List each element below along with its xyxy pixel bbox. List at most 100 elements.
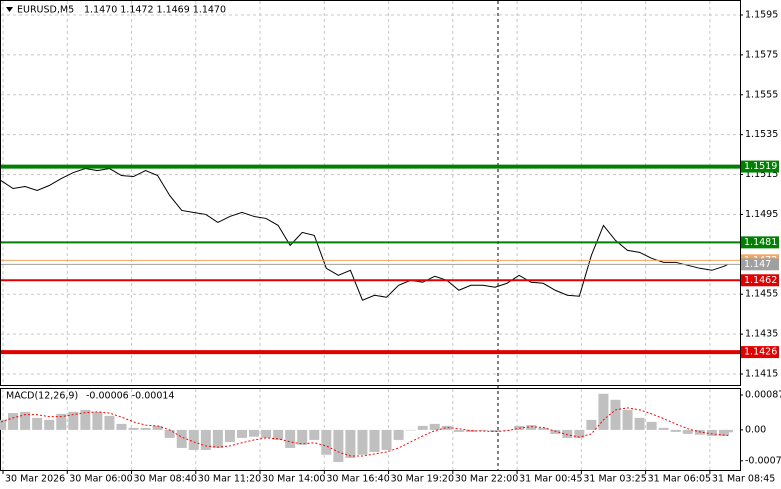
histogram-bar <box>333 429 344 462</box>
price-pane <box>0 0 741 386</box>
histogram-bar <box>188 429 199 450</box>
x-tick-label: 30 Mar 16:40 <box>326 474 389 485</box>
histogram-bar <box>104 415 115 430</box>
histogram-bar <box>212 429 223 448</box>
histogram-bar <box>128 427 139 430</box>
level-label-bg <box>741 274 779 287</box>
x-tick-label: 31 Mar 03:25 <box>583 474 646 485</box>
histogram-bar <box>164 429 175 438</box>
histogram-bar <box>598 393 609 430</box>
histogram-bar <box>465 429 476 432</box>
histogram-bar <box>68 411 79 430</box>
histogram-bar <box>261 429 272 438</box>
y-tick-label: 1.1495 <box>745 209 778 220</box>
histogram-bar <box>309 429 320 440</box>
y-tick-label: 1.1555 <box>745 89 778 100</box>
price-line <box>0 168 729 301</box>
level-label: 1.1462 <box>744 275 777 286</box>
level-label-bg <box>741 160 779 173</box>
x-tick-label: 30 Mar 06:00 <box>69 474 132 485</box>
histogram-bar <box>538 427 549 430</box>
histogram-bar <box>453 429 464 432</box>
histogram-bar <box>285 429 296 448</box>
histogram-bar <box>116 423 127 430</box>
histogram-bar <box>369 429 380 452</box>
histogram-bar <box>236 429 247 438</box>
histogram-bar <box>176 429 187 448</box>
y-tick-label: 1.1515 <box>745 169 778 180</box>
histogram-bar <box>345 429 356 458</box>
histogram-bar <box>718 429 729 436</box>
histogram-bar <box>658 427 669 430</box>
histogram-bar <box>417 425 428 430</box>
histogram-bar <box>80 409 91 430</box>
y-tick-label: 1.1455 <box>745 289 778 300</box>
x-tick-label: 30 Mar 08:40 <box>134 474 197 485</box>
level-label: 1.147 <box>744 259 771 270</box>
histogram-bar <box>200 429 211 450</box>
histogram-bar <box>706 429 717 436</box>
menu-arrow <box>6 7 13 12</box>
histogram-bar <box>682 429 693 434</box>
y-tick-label: 1.1435 <box>745 329 778 340</box>
histogram-bar <box>273 429 284 440</box>
histogram-bar <box>393 429 404 440</box>
histogram-bar <box>634 417 645 430</box>
histogram-bar <box>550 429 561 434</box>
x-tick-label: 30 Mar 19:20 <box>391 474 454 485</box>
y-tick-label: 1.1575 <box>745 49 778 60</box>
histogram-bar <box>610 399 621 430</box>
histogram-bar <box>224 429 235 442</box>
histogram-bar <box>574 429 585 438</box>
histogram-bar <box>0 419 6 430</box>
chart-title: EURUSD,M5 <box>17 5 74 16</box>
macd-title: MACD(12,26,9) <box>6 391 78 402</box>
y-tick-label: 0.00 <box>745 424 766 435</box>
histogram-bar <box>526 425 537 430</box>
histogram-bar <box>381 429 392 450</box>
level-label: 1.1519 <box>744 161 777 172</box>
level-label-bg <box>741 236 779 249</box>
histogram-bar <box>502 429 513 431</box>
histogram-bar <box>32 417 43 430</box>
histogram-bar <box>44 419 55 430</box>
histogram-bar <box>646 421 657 430</box>
x-tick-label: 31 Mar 08:45 <box>712 474 775 485</box>
histogram-bar <box>357 429 368 455</box>
level-label-bg <box>741 258 779 271</box>
histogram-bar <box>405 429 416 431</box>
histogram-bar <box>92 411 103 430</box>
histogram-bar <box>722 429 733 433</box>
y-tick-label: 0.00087 <box>745 390 781 401</box>
level-label-bg <box>741 346 779 359</box>
histogram-bar <box>249 429 260 437</box>
histogram-bar <box>562 429 573 438</box>
histogram-bar <box>321 429 332 455</box>
y-tick-label: -0.00077 <box>745 455 781 466</box>
histogram-bar <box>297 429 308 445</box>
histogram-bar <box>490 429 501 432</box>
level-label: 1.1426 <box>744 347 777 358</box>
signal-line <box>0 407 729 457</box>
y-tick-label: 1.1595 <box>745 9 778 20</box>
histogram-bar <box>8 413 19 430</box>
histogram-bar <box>670 429 681 432</box>
y-tick-label: 1.1415 <box>745 369 778 380</box>
x-tick-label: 30 Mar 14:00 <box>262 474 325 485</box>
histogram-bar <box>20 411 31 430</box>
macd-values: -0.00006 -0.00014 <box>86 391 174 402</box>
histogram-bar <box>429 423 440 430</box>
x-tick-label: 30 Mar 22:00 <box>455 474 518 485</box>
histogram-bar <box>152 425 163 430</box>
histogram-bar <box>622 409 633 430</box>
x-tick-label: 31 Mar 06:05 <box>648 474 711 485</box>
level-label: 1.1481 <box>744 237 777 248</box>
ohlc: 1.1470 1.1472 1.1469 1.1470 <box>84 5 226 16</box>
x-tick-label: 30 Mar 2026 <box>5 474 65 485</box>
histogram-bar <box>441 425 452 430</box>
histogram-bar <box>586 419 597 430</box>
histogram-bar <box>56 413 67 430</box>
histogram-bar <box>477 429 488 431</box>
y-tick-label: 1.1535 <box>745 129 778 140</box>
